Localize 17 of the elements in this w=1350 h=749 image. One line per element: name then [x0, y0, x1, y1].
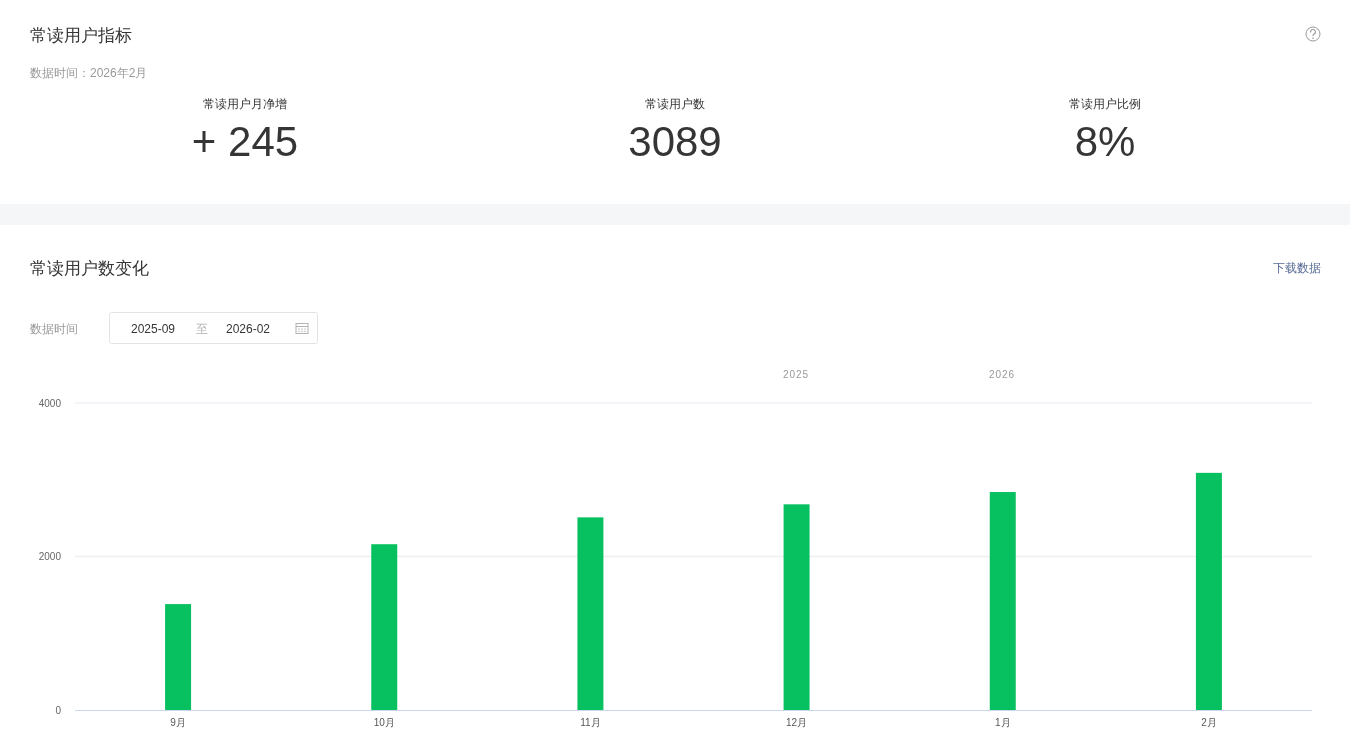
- date-to: 2026-02: [226, 322, 271, 336]
- date-sep: 至: [196, 322, 208, 336]
- year-label: 2025: [782, 369, 810, 380]
- y-tick: 0: [55, 704, 61, 716]
- x-tick: 2月: [1201, 717, 1217, 728]
- x-tick: 9月: [170, 717, 186, 728]
- y-tick: 4000: [38, 397, 61, 409]
- x-tick: 10月: [373, 717, 395, 728]
- link: 下载数据: [1273, 261, 1321, 275]
- y-tick: 2000: [38, 551, 61, 562]
- filter-label: 数据时间: [30, 322, 78, 336]
- x-tick: 12月: [786, 717, 808, 728]
- x-tick: 1月: [994, 717, 1011, 728]
- date-from: 2025-09: [131, 322, 176, 336]
- x-tick: 11月: [580, 717, 601, 728]
- year-label: 2026: [988, 369, 1016, 380]
- title: 常读用户数变化: [30, 259, 149, 278]
